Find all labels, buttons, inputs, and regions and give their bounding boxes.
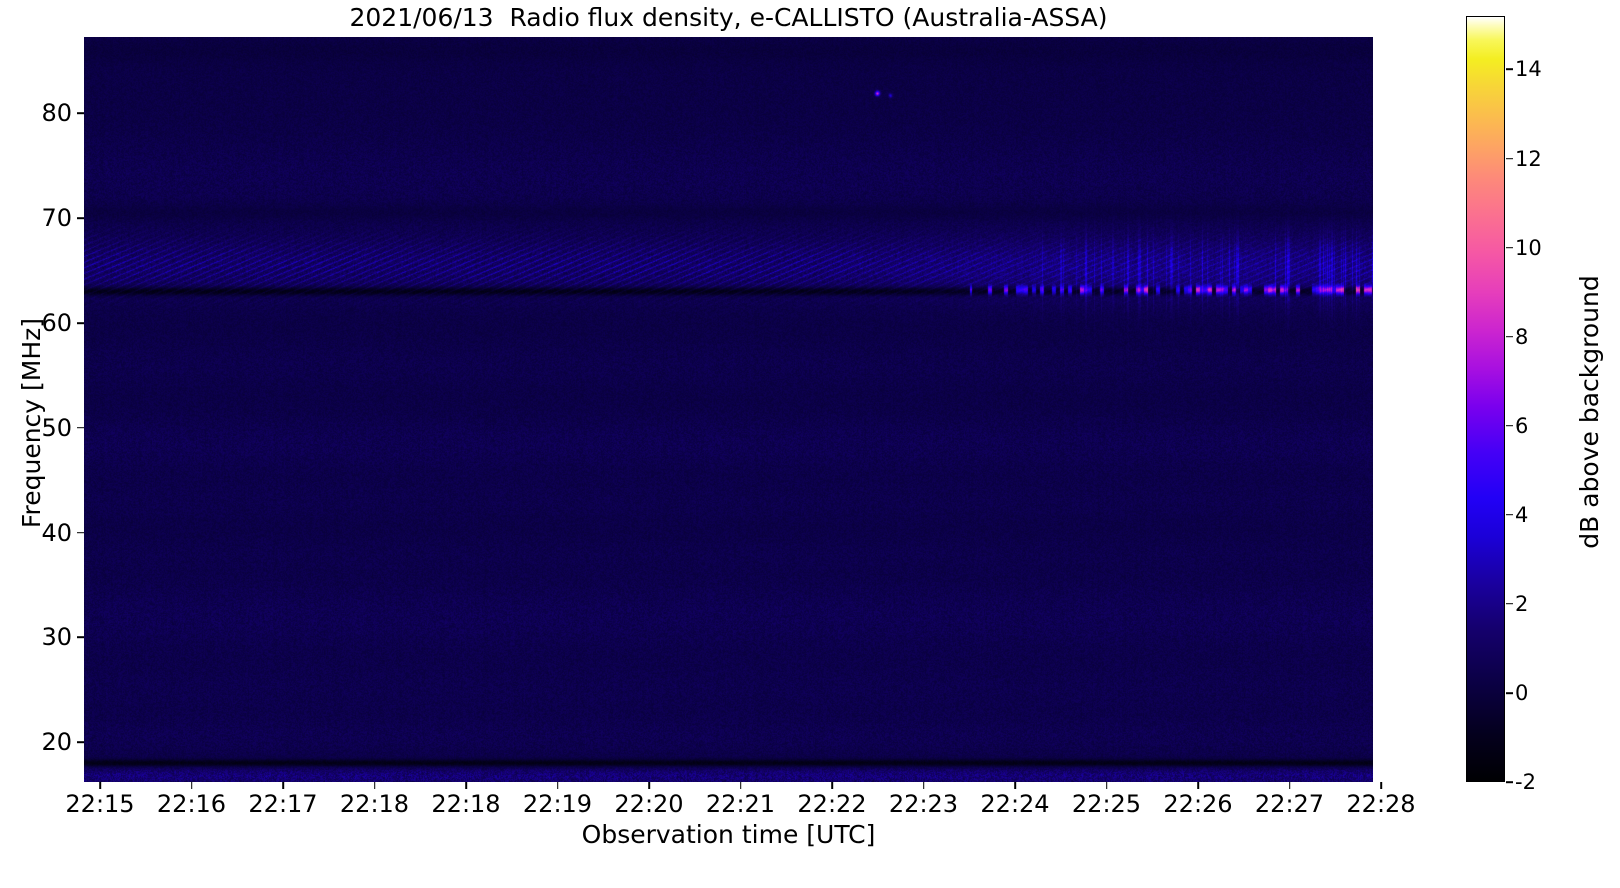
spectrogram-image [84, 37, 1373, 782]
y-tick-label: 40 [41, 518, 72, 547]
x-tick-mark [922, 782, 925, 789]
y-tick-label: 70 [41, 204, 72, 233]
y-tick-mark [77, 217, 84, 220]
y-tick-mark [77, 531, 84, 534]
colorbar-tick-mark [1506, 424, 1513, 427]
x-tick-label: 22:16 [156, 790, 227, 818]
colorbar-label: dB above background [1575, 275, 1604, 549]
x-tick-mark [831, 782, 833, 789]
x-tick-label: 22:20 [614, 790, 684, 818]
y-tick-label: 50 [41, 413, 72, 442]
x-tick-mark [556, 782, 559, 789]
colorbar-tick-label: 10 [1515, 235, 1542, 260]
x-tick-mark [648, 782, 650, 789]
x-axis-label: Observation time [UTC] [581, 820, 876, 849]
colorbar-tick-label: 6 [1515, 413, 1529, 438]
x-tick-mark [1197, 782, 1199, 789]
colorbar-tick-mark [1506, 246, 1513, 249]
y-tick-mark [77, 636, 84, 639]
x-tick-label: 22:26 [1163, 790, 1233, 818]
x-tick-label: 22:19 [522, 790, 593, 818]
x-tick-label: 22:25 [1071, 790, 1142, 818]
colorbar-tick-label: 2 [1515, 591, 1529, 616]
y-tick-label: 80 [41, 99, 72, 128]
colorbar-tick-label: 14 [1515, 57, 1542, 82]
x-tick-mark [373, 782, 376, 789]
colorbar-tick-mark [1506, 157, 1513, 160]
x-tick-label: 22:18 [339, 790, 410, 818]
y-axis-label: Frequency [MHz] [17, 317, 46, 529]
y-tick-mark [77, 427, 84, 429]
x-tick-label: 22:21 [705, 790, 776, 818]
colorbar-tick-mark [1506, 68, 1513, 71]
y-tick-label: 30 [41, 623, 72, 652]
y-tick-mark [77, 322, 84, 324]
x-tick-mark [190, 782, 193, 789]
x-tick-mark [465, 782, 467, 789]
colorbar-tick-label: 8 [1515, 324, 1529, 349]
page-title: 2021/06/13 Radio flux density, e-CALLIST… [349, 3, 1108, 32]
colorbar [1466, 16, 1505, 782]
x-tick-mark [99, 782, 101, 789]
colorbar-tick-mark [1506, 335, 1513, 338]
x-tick-mark [1288, 782, 1291, 789]
x-tick-label: 22:24 [980, 790, 1050, 818]
colorbar-tick-label: 12 [1515, 146, 1542, 171]
colorbar-tick-mark [1506, 603, 1513, 605]
y-tick-mark [77, 112, 84, 115]
x-tick-label: 22:27 [1254, 790, 1325, 818]
x-tick-mark [739, 782, 742, 789]
x-tick-mark [1105, 782, 1108, 789]
x-tick-label: 22:18 [431, 790, 501, 818]
colorbar-tick-mark [1506, 692, 1513, 694]
x-tick-mark [282, 782, 284, 789]
spectrogram-plot-area [84, 37, 1373, 782]
x-tick-label: 22:15 [65, 790, 135, 818]
colorbar-tick-label: -2 [1515, 770, 1536, 794]
x-tick-label: 22:17 [248, 790, 318, 818]
y-tick-label: 20 [41, 728, 72, 757]
x-tick-label: 22:22 [797, 790, 867, 818]
colorbar-tick-mark [1506, 513, 1513, 516]
colorbar-tick-label: 4 [1515, 502, 1529, 527]
colorbar-tick-label: 0 [1515, 680, 1529, 705]
x-tick-mark [1014, 782, 1016, 789]
x-tick-label: 22:28 [1346, 790, 1416, 818]
colorbar-tick-mark [1506, 781, 1513, 783]
y-tick-mark [77, 741, 84, 743]
x-tick-mark [1380, 782, 1382, 789]
x-tick-label: 22:23 [888, 790, 959, 818]
y-tick-label: 60 [41, 309, 72, 338]
